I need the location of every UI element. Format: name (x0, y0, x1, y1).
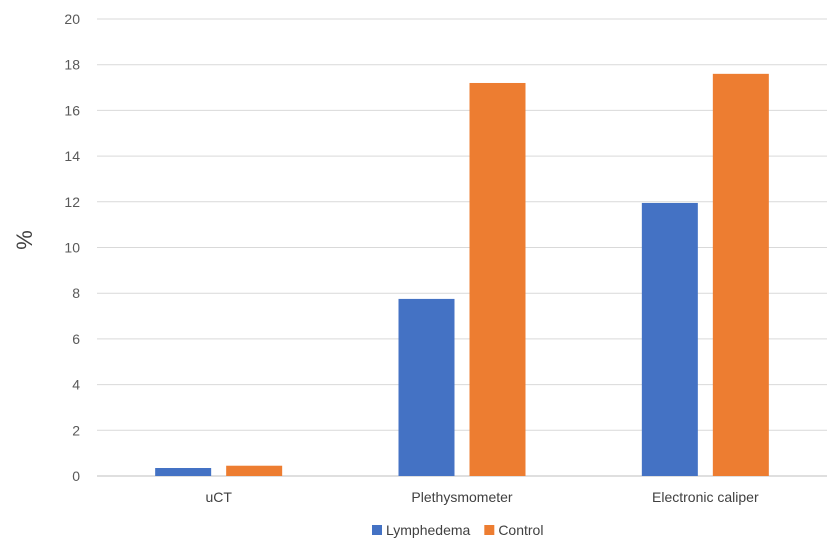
y-tick-label: 10 (64, 240, 80, 256)
x-category-label: uCT (205, 489, 232, 505)
y-axis-tick-labels: 0 2 4 6 8 10 12 14 16 18 20 (64, 11, 80, 484)
x-axis-category-labels: uCT Plethysmometer Electronic caliper (205, 489, 759, 505)
bar-control-2 (712, 73, 769, 476)
bar-lymphedema-0 (155, 468, 212, 476)
bars (155, 73, 769, 476)
legend-swatch-lymphedema (372, 525, 382, 535)
bar-lymphedema-2 (641, 202, 698, 476)
bar-control-0 (226, 465, 283, 476)
y-tick-label: 4 (72, 377, 80, 393)
bar-lymphedema-1 (398, 298, 455, 476)
y-tick-label: 2 (72, 422, 80, 438)
x-category-label: Plethysmometer (411, 489, 512, 505)
x-category-label: Electronic caliper (652, 489, 759, 505)
y-tick-label: 16 (64, 102, 80, 118)
y-tick-label: 6 (72, 331, 80, 347)
bar-control-1 (469, 82, 526, 476)
legend-label-control: Control (498, 522, 543, 538)
y-tick-label: 0 (72, 468, 80, 484)
y-tick-label: 18 (64, 57, 80, 73)
legend: Lymphedema Control (372, 522, 543, 538)
y-tick-label: 8 (72, 285, 80, 301)
y-tick-label: 14 (64, 148, 80, 164)
legend-swatch-control (484, 525, 495, 535)
gridlines (97, 18, 827, 431)
y-tick-label: 20 (64, 11, 80, 27)
y-axis-label: % (12, 230, 37, 250)
y-tick-label: 12 (64, 194, 80, 210)
legend-label-lymphedema: Lymphedema (386, 522, 471, 538)
